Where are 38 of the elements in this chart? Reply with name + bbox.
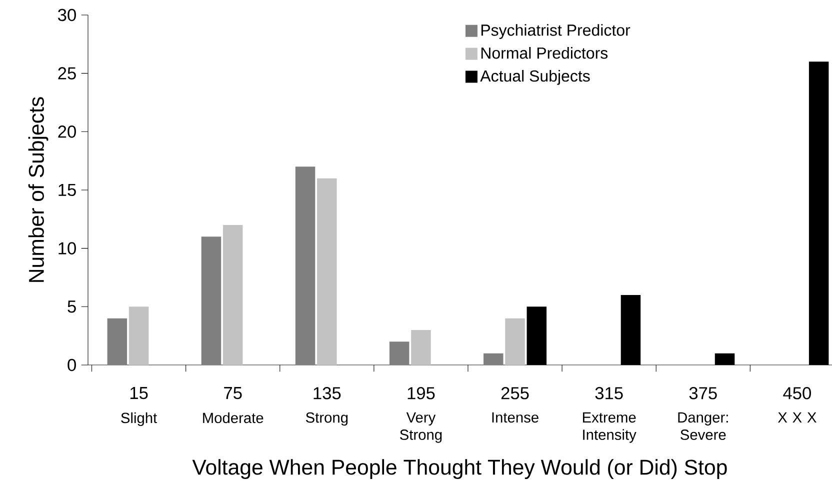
x-tick-label: 15 <box>130 387 148 400</box>
y-tick-label: 5 <box>68 300 76 313</box>
x-axis-title: Voltage When People Thought They Would (or Did) Stop <box>192 459 727 480</box>
x-tick-label: 135 <box>314 387 341 400</box>
y-tick-label: 30 <box>58 8 76 22</box>
legend-label: Normal Predictors <box>481 47 608 59</box>
y-axis-title: Number of Subjects <box>28 97 48 282</box>
text: Danger: Severe <box>678 412 728 440</box>
x-tick-label: 255 <box>501 387 529 400</box>
bar <box>107 318 128 365</box>
bar <box>389 342 410 365</box>
text: Extreme Intensity <box>582 412 636 443</box>
x-tick-label: 75 <box>224 387 242 400</box>
x-tick-label: 195 <box>408 387 435 400</box>
x-tick-label: 315 <box>595 387 623 400</box>
x-tick-label: 375 <box>689 387 717 400</box>
text: Slight <box>121 412 158 426</box>
bar <box>484 353 504 365</box>
y-tick-label: 0 <box>68 358 76 372</box>
bar <box>128 306 149 365</box>
text: Strong <box>306 412 348 426</box>
text: Intense <box>492 412 538 423</box>
text: X X X <box>778 412 816 422</box>
bar <box>295 166 316 365</box>
text: Very Strong <box>400 412 442 443</box>
y-tick-label: 20 <box>58 126 76 138</box>
y-tick-label: 10 <box>58 242 76 254</box>
x-tick-label: 450 <box>783 387 811 400</box>
bar <box>505 318 525 365</box>
y-tick-label: 25 <box>58 67 76 80</box>
legend-label: Psychiatrist Predictor <box>481 24 630 40</box>
legend-label: Actual Subjects <box>480 70 590 85</box>
text: Moderate <box>203 412 264 424</box>
bar <box>317 178 337 365</box>
bar <box>201 236 222 365</box>
bar <box>222 224 243 365</box>
bar <box>411 330 431 365</box>
y-tick-label: 15 <box>58 184 76 196</box>
